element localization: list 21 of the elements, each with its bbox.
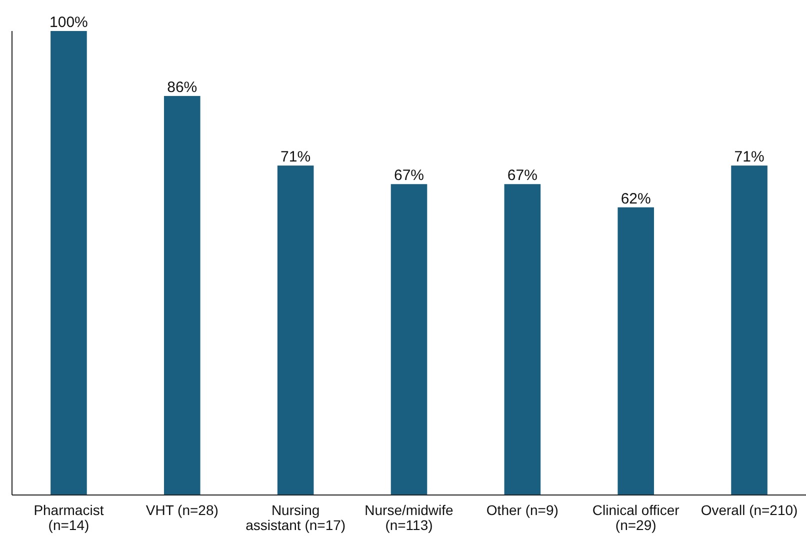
x-tick-label: Nursing assistant (n=17) <box>246 502 346 533</box>
x-tick-label: Overall (n=210) <box>700 502 798 518</box>
x-tick-label: Clinical officer (n=29) <box>592 502 680 533</box>
bar <box>504 184 541 495</box>
x-tick-label: Pharmacist (n=14) <box>34 502 104 533</box>
x-tick-label: VHT (n=28) <box>146 502 218 518</box>
data-label: 100% <box>50 14 88 31</box>
data-label: 71% <box>280 148 311 166</box>
bar <box>50 31 87 495</box>
bar <box>618 207 654 495</box>
bar <box>390 184 428 495</box>
data-label: 71% <box>734 148 764 166</box>
x-tick-label: Other (n=9) <box>486 502 558 518</box>
bar <box>277 166 314 495</box>
data-label: 67% <box>394 167 424 184</box>
bar <box>164 96 200 495</box>
data-label: 86% <box>167 78 198 96</box>
data-label: 62% <box>620 190 651 208</box>
x-tick-label: Nurse/midwife (n=113) <box>364 502 454 533</box>
data-label: 67% <box>507 167 538 184</box>
bar <box>731 166 768 495</box>
